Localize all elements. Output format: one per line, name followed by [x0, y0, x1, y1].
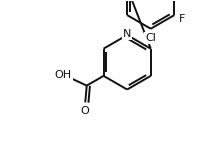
- Text: OH: OH: [55, 70, 72, 80]
- Text: Cl: Cl: [145, 33, 156, 43]
- Text: N: N: [123, 29, 131, 39]
- Text: F: F: [178, 14, 185, 24]
- Text: O: O: [80, 106, 89, 116]
